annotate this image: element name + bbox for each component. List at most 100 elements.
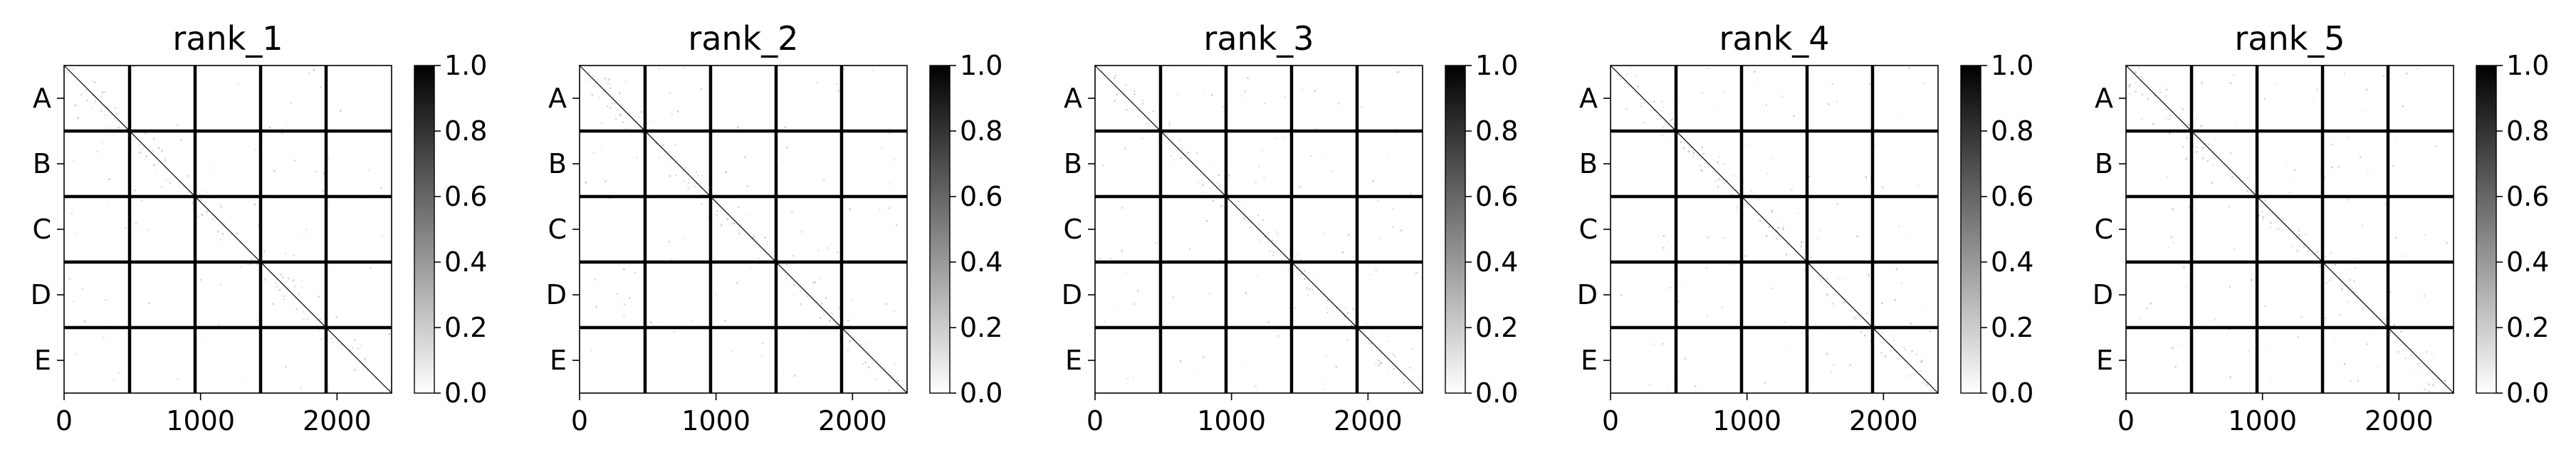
- heatmap-cell: [328, 158, 330, 160]
- heatmap-cell: [2201, 81, 2203, 84]
- heatmap-cell: [600, 122, 603, 125]
- heatmap-cell: [1394, 132, 1396, 135]
- heatmap-cell: [2434, 145, 2437, 147]
- heatmap-cell: [2389, 331, 2392, 334]
- heatmap-cell: [1772, 236, 1775, 239]
- heatmap-cell: [2214, 138, 2216, 141]
- heatmap-cell: [1925, 384, 1928, 386]
- heatmap-cell: [669, 92, 671, 95]
- heatmap-cell: [1114, 100, 1116, 102]
- x-tick-label: 2000: [303, 405, 372, 437]
- heatmap-cell: [897, 380, 899, 382]
- heatmap-cell: [303, 237, 305, 240]
- heatmap-cell: [1823, 284, 1826, 286]
- heatmap-cell: [1707, 236, 1710, 239]
- heatmap-cell: [1900, 281, 1903, 284]
- heatmap-cell: [837, 90, 840, 92]
- heatmap-cell: [1121, 250, 1123, 252]
- heatmap-cell: [2142, 78, 2144, 80]
- heatmap-cell: [132, 350, 135, 353]
- heatmap-cell: [2425, 369, 2428, 371]
- heatmap-cell: [1780, 221, 1783, 224]
- heatmap-cell: [1820, 280, 1823, 282]
- heatmap-cell: [2137, 66, 2140, 69]
- heatmap-cell: [2351, 287, 2353, 290]
- colorbar-tick-label: 0.8: [2506, 115, 2549, 147]
- heatmap-cell: [2316, 251, 2318, 253]
- heatmap-cell: [736, 126, 739, 129]
- heatmap-cell: [1400, 229, 1402, 231]
- heatmap-cell: [791, 210, 793, 213]
- heatmap-cell: [125, 226, 127, 229]
- heatmap-cell: [2214, 318, 2216, 321]
- colorbar-tick-label: 1.0: [2506, 50, 2549, 81]
- heatmap-cell: [609, 107, 612, 110]
- heatmap-cell: [66, 163, 68, 165]
- heatmap-cell: [2305, 234, 2307, 236]
- heatmap-cell: [1222, 66, 1225, 68]
- heatmap-cell: [609, 197, 612, 200]
- heatmap-cell: [684, 236, 686, 239]
- heatmap-cell: [1800, 330, 1803, 333]
- heatmap-cell: [2169, 114, 2172, 117]
- heatmap-cell: [894, 310, 896, 312]
- heatmap-cell: [1670, 286, 1672, 289]
- heatmap-cell: [1118, 91, 1120, 94]
- y-tick-label: E: [1581, 345, 1598, 376]
- heatmap-cell: [671, 113, 674, 115]
- heatmap-cell: [1218, 174, 1220, 177]
- heatmap-cell: [716, 209, 718, 212]
- heatmap-cell: [138, 144, 140, 146]
- heatmap-cell: [145, 155, 147, 157]
- heatmap-cell: [1789, 348, 1791, 350]
- heatmap-cell: [1648, 384, 1651, 386]
- y-tick-label: B: [2095, 148, 2113, 179]
- heatmap-cell: [2352, 258, 2354, 260]
- panel-3: rank_3 0 1000 2000 A B C D E 0.0 0.2 0.4 0.6 0.8 1.0: [1062, 19, 1519, 437]
- heatmap-cell: [1742, 181, 1744, 184]
- heatmap-cell: [1903, 345, 1905, 348]
- heatmap-cell: [597, 78, 599, 80]
- heatmap-cell: [1880, 352, 1883, 354]
- heatmap-cell: [816, 81, 819, 84]
- y-tick-label: D: [1062, 279, 1082, 310]
- heatmap-cell: [1314, 276, 1316, 279]
- colorbar-tick-label: 0.4: [2506, 246, 2549, 278]
- heatmap-cell: [658, 68, 660, 70]
- heatmap-cell: [1263, 177, 1265, 179]
- heatmap-cell: [676, 110, 679, 113]
- heatmap-cell: [340, 343, 343, 345]
- heatmap-cell: [1099, 258, 1101, 260]
- heatmap-cell: [1707, 67, 1709, 70]
- heatmap-cell: [318, 329, 321, 332]
- heatmap-cell: [1203, 92, 1206, 94]
- heatmap-cell: [2365, 88, 2368, 91]
- heatmap-cell: [70, 212, 73, 214]
- heatmap-cell: [905, 295, 907, 297]
- heatmap-cell: [1277, 235, 1279, 238]
- heatmap-cell: [1326, 355, 1329, 357]
- heatmap-cell: [2318, 266, 2320, 268]
- heatmap-cell: [1665, 120, 1667, 123]
- heatmap-cell: [2168, 118, 2170, 120]
- heatmap-cell: [2183, 266, 2185, 268]
- heatmap-cell: [170, 158, 173, 160]
- heatmap-cell: [2343, 362, 2346, 365]
- heatmap-cell: [2262, 216, 2265, 219]
- heatmap-cell: [2228, 206, 2230, 208]
- heatmap-cell: [1196, 152, 1198, 154]
- heatmap-cell: [889, 182, 891, 185]
- heatmap-cell: [1172, 66, 1175, 68]
- heatmap-cell: [792, 255, 795, 257]
- heatmap-cell: [315, 170, 317, 173]
- heatmap-cell: [1911, 350, 1913, 352]
- heatmap-cell: [2261, 210, 2263, 212]
- heatmap-cell: [726, 218, 728, 221]
- heatmap-cell: [2295, 237, 2298, 239]
- heatmap-cell: [1170, 155, 1173, 157]
- heatmap-cell: [1621, 294, 1623, 296]
- heatmap-cell: [687, 182, 690, 184]
- heatmap-cell: [1856, 235, 1859, 238]
- heatmap-cell: [2291, 178, 2293, 181]
- heatmap-cell: [293, 160, 296, 162]
